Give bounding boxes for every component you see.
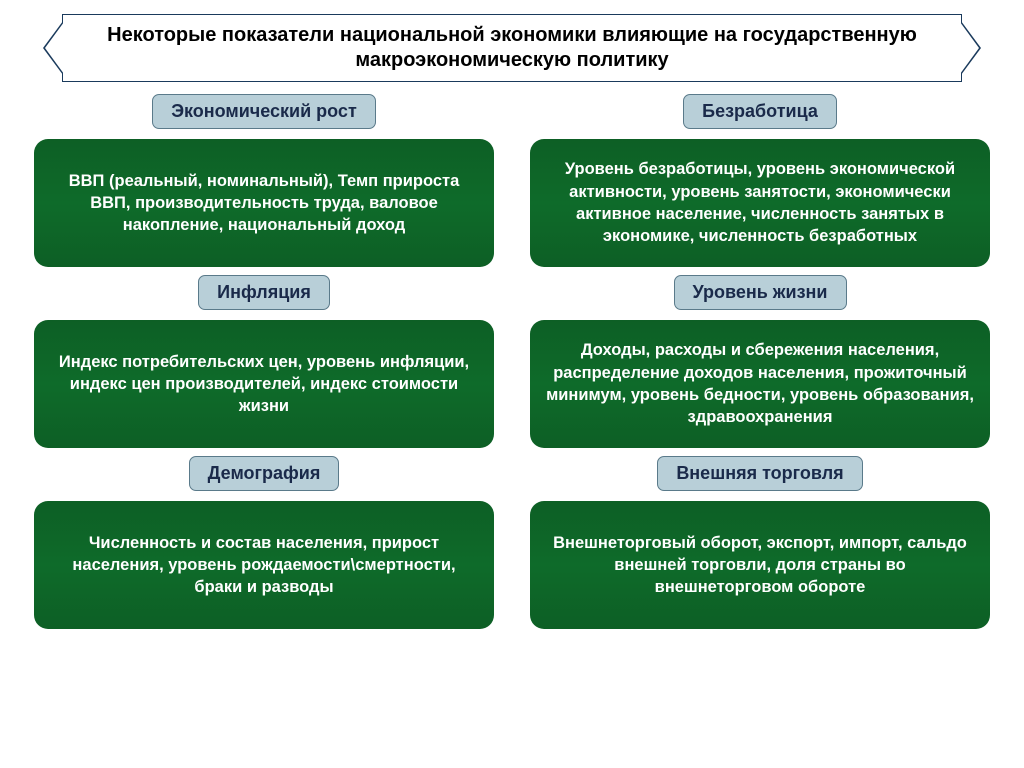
section-demography: Демография Численность и состав населени… — [34, 456, 494, 629]
content-foreign-trade: Внешнеторговый оборот, экспорт, импорт, … — [530, 501, 990, 629]
page-title: Некоторые показатели национальной эконом… — [107, 23, 917, 73]
section-inflation: Инфляция Индекс потребительских цен, уро… — [34, 275, 494, 448]
title-banner: Некоторые показатели национальной эконом… — [62, 14, 962, 82]
section-unemployment: Безработица Уровень безработицы, уровень… — [530, 94, 990, 267]
content-economic-growth: ВВП (реальный, номинальный), Темп прирос… — [34, 139, 494, 267]
content-living-standard: Доходы, расходы и сбережения населения, … — [530, 320, 990, 448]
section-economic-growth: Экономический рост ВВП (реальный, номина… — [34, 94, 494, 267]
label-inflation: Инфляция — [198, 275, 330, 310]
label-living-standard: Уровень жизни — [674, 275, 847, 310]
section-foreign-trade: Внешняя торговля Внешнеторговый оборот, … — [530, 456, 990, 629]
label-foreign-trade: Внешняя торговля — [657, 456, 862, 491]
content-grid: Экономический рост ВВП (реальный, номина… — [34, 94, 990, 629]
label-economic-growth: Экономический рост — [152, 94, 376, 129]
content-demography: Численность и состав населения, прирост … — [34, 501, 494, 629]
label-unemployment: Безработица — [683, 94, 837, 129]
label-demography: Демография — [189, 456, 340, 491]
content-inflation: Индекс потребительских цен, уровень инфл… — [34, 320, 494, 448]
section-living-standard: Уровень жизни Доходы, расходы и сбережен… — [530, 275, 990, 448]
content-unemployment: Уровень безработицы, уровень экономическ… — [530, 139, 990, 267]
